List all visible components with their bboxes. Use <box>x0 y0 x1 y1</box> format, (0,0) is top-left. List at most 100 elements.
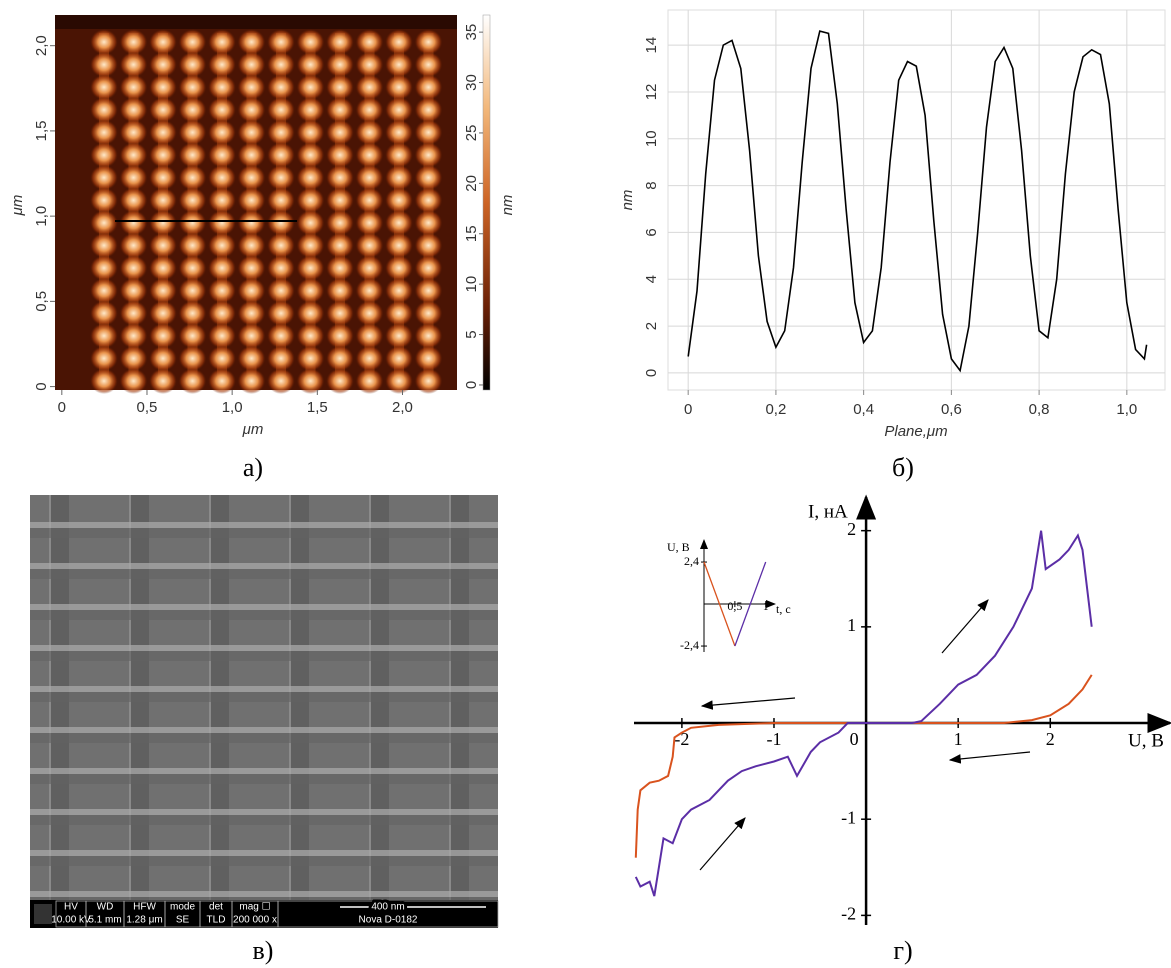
y-tick-label: 0 <box>643 369 660 377</box>
sem-band <box>30 645 498 651</box>
afm-dot <box>385 187 413 214</box>
afm-dot <box>355 164 384 191</box>
y-tick-label: 0,5 <box>33 291 50 312</box>
afm-dot <box>326 209 354 236</box>
afm-dot <box>149 232 177 259</box>
afm-dot <box>267 74 295 101</box>
colorbar-tick-label: 0 <box>463 381 480 389</box>
afm-dot <box>414 187 443 214</box>
colorbar-tick-label: 30 <box>463 74 480 91</box>
afm-dot <box>90 164 118 191</box>
afm-dot <box>178 232 207 259</box>
sem-band <box>30 522 498 528</box>
afm-dot <box>208 142 236 168</box>
sem-band-shade <box>30 610 498 620</box>
direction-arrow <box>948 751 1031 764</box>
afm-dot <box>119 300 148 327</box>
afm-dot <box>355 277 384 304</box>
info-value: SE <box>176 915 190 926</box>
afm-dot <box>326 232 354 259</box>
afm-dot <box>326 255 354 281</box>
afm-dot <box>149 209 177 236</box>
afm-dot <box>90 96 118 123</box>
afm-dot <box>119 51 148 78</box>
afm-dot <box>414 209 443 236</box>
afm-dot <box>208 29 236 55</box>
x-tick-label: 2,0 <box>392 399 413 416</box>
afm-dot <box>208 187 236 214</box>
afm-dot <box>296 255 325 281</box>
info-header: HV <box>64 902 78 913</box>
afm-dot <box>355 300 384 327</box>
sem-band <box>30 686 498 692</box>
afm-dot <box>119 164 148 191</box>
inset-x-tick-label: 0,5 <box>727 599 742 613</box>
afm-dot <box>237 300 266 327</box>
afm-dot <box>267 142 295 168</box>
afm-dot <box>119 277 148 304</box>
afm-dot <box>119 142 148 168</box>
y-tick-label: 6 <box>643 228 660 236</box>
afm-dot <box>90 232 118 259</box>
afm-dot <box>149 277 177 304</box>
info-value: 200 000 x <box>233 915 277 926</box>
afm-dot <box>208 232 236 259</box>
afm-dot <box>119 119 148 146</box>
afm-dot <box>296 209 325 236</box>
afm-dot <box>414 142 443 168</box>
y-tick-label: 2 <box>847 519 856 539</box>
sem-band-shade <box>30 692 498 702</box>
y-tick-label: 1,0 <box>33 206 50 227</box>
afm-dot <box>414 96 443 123</box>
sem-band-shade <box>30 733 498 743</box>
caption: г) <box>893 936 912 965</box>
afm-dot <box>237 277 266 304</box>
y-axis-label: I, нА <box>808 501 848 522</box>
afm-dot <box>149 96 177 123</box>
sem-band-shade <box>30 774 498 784</box>
info-header: mag ☐ <box>239 902 270 913</box>
afm-dot <box>326 300 354 327</box>
afm-dot <box>90 209 118 236</box>
afm-dot <box>178 164 207 191</box>
afm-dot <box>178 51 207 78</box>
afm-dot <box>296 29 325 55</box>
afm-dot <box>355 345 384 372</box>
afm-dot <box>296 96 325 123</box>
y-tick-label: 4 <box>643 275 660 283</box>
afm-dot <box>355 187 384 214</box>
afm-dot <box>414 29 443 55</box>
afm-dot <box>326 119 354 146</box>
profile-line <box>687 30 1148 373</box>
y-tick-label: 8 <box>643 181 660 189</box>
afm-dot <box>178 96 207 123</box>
afm-dot <box>267 209 295 236</box>
afm-dot <box>355 29 384 55</box>
caption: а) <box>243 453 263 482</box>
y-tick-label: 2,0 <box>33 35 50 56</box>
afm-dot <box>267 345 295 372</box>
afm-dot <box>178 277 207 304</box>
afm-dot <box>326 187 354 214</box>
afm-dot <box>267 255 295 281</box>
afm-dot <box>414 368 443 394</box>
afm-dot <box>237 345 266 372</box>
afm-dot <box>237 187 266 214</box>
iv-curve <box>634 530 1093 897</box>
afm-dot <box>414 119 443 146</box>
afm-dot <box>414 277 443 304</box>
info-header: WD <box>97 902 114 913</box>
afm-dot <box>267 322 295 349</box>
afm-dot <box>326 142 354 168</box>
afm-dot <box>296 322 325 349</box>
afm-dot <box>414 322 443 349</box>
colorbar-tick-label: 20 <box>463 175 480 192</box>
afm-dot <box>208 300 236 327</box>
afm-dot <box>237 255 266 281</box>
afm-dot <box>178 322 207 349</box>
x-tick-label: -1 <box>766 729 781 749</box>
colorbar <box>482 14 491 391</box>
afm-dot <box>267 187 295 214</box>
afm-dot <box>119 232 148 259</box>
afm-dot <box>267 277 295 304</box>
